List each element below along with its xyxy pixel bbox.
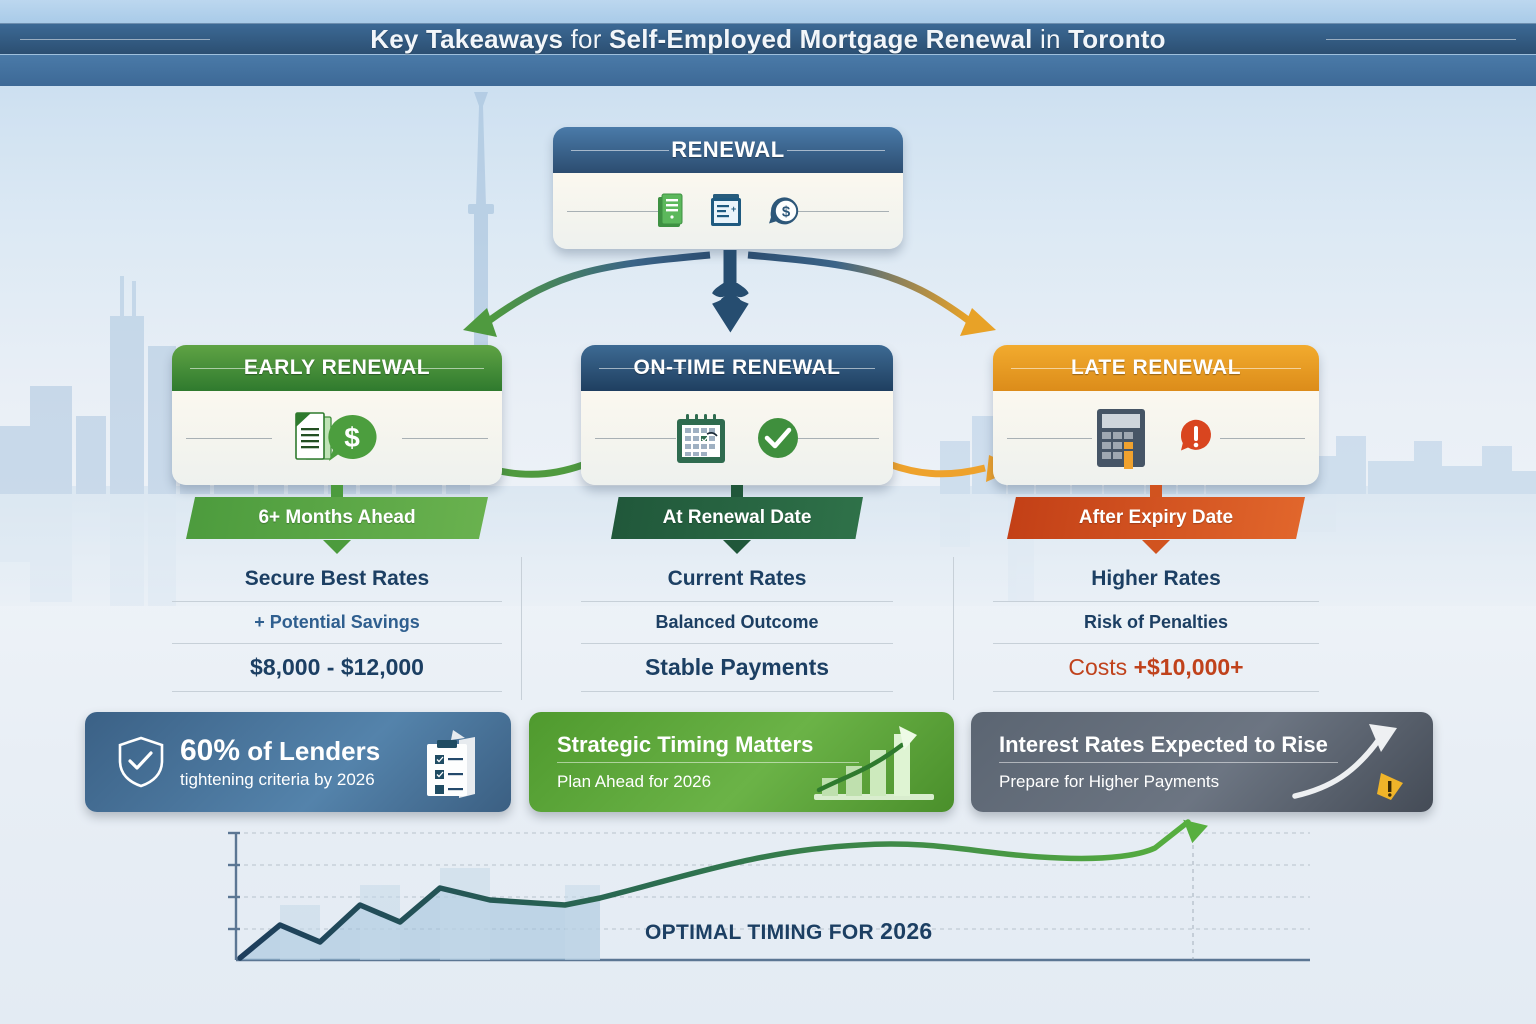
svg-text:$: $ xyxy=(782,204,791,221)
svg-text:$: $ xyxy=(344,422,360,453)
svg-text:+: + xyxy=(731,204,736,214)
